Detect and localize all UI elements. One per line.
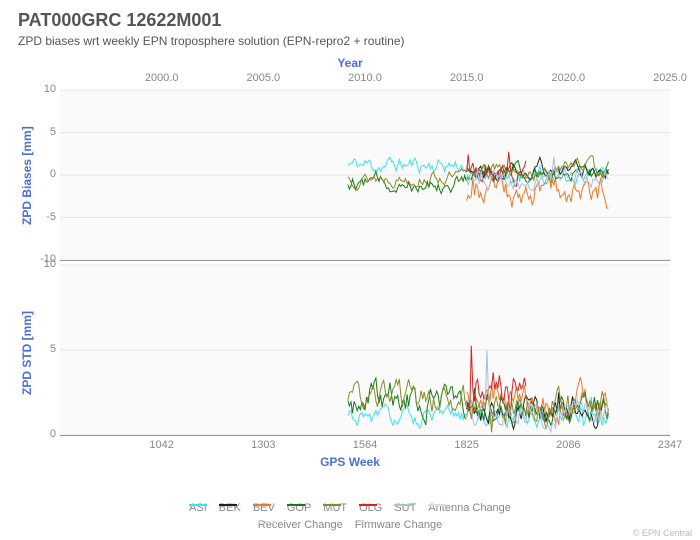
legend-item: OLG: [359, 500, 382, 518]
bottom-tick: 2086: [548, 439, 588, 451]
legend-item: Receiver Change: [258, 517, 343, 535]
bottom-tick: 1825: [447, 439, 487, 451]
legend-item: SUT: [394, 500, 416, 518]
chart2-ytick: 10: [44, 258, 56, 270]
legend-item: MUT: [323, 500, 347, 518]
legend-item: BEV: [253, 500, 275, 518]
legend-item: ASI: [189, 500, 207, 518]
footer-credit: © EPN Central: [633, 528, 692, 538]
legend-item: BEK: [219, 500, 241, 518]
chart2-ytick: 5: [50, 343, 56, 355]
legend: ASI BEK BEV GOP MUT OLG SUT Antenna Change Recei…: [0, 500, 700, 535]
chart2-ytick: 0: [50, 428, 56, 440]
bottom-tick: 2347: [650, 439, 690, 451]
legend-item: Antenna Change: [428, 500, 511, 518]
legend-item: Firmware Change: [355, 517, 442, 535]
bottom-tick: 1303: [243, 439, 283, 451]
bottom-tick: 1564: [345, 439, 385, 451]
chart-container: PAT000GRC 12622M001 ZPD biases wrt weekl…: [0, 0, 700, 540]
bottom-tick: 1042: [142, 439, 182, 451]
legend-item: GOP: [287, 500, 311, 518]
bottom-axis-label: GPS Week: [0, 455, 700, 469]
